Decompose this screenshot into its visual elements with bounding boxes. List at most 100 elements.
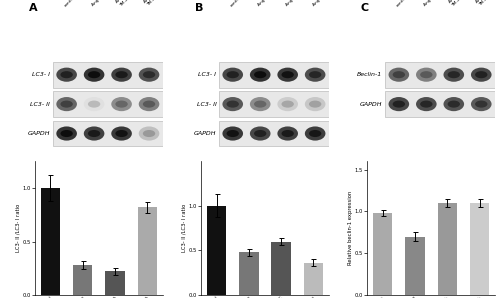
Ellipse shape: [60, 71, 73, 78]
Ellipse shape: [60, 130, 73, 137]
Ellipse shape: [84, 126, 104, 141]
Ellipse shape: [278, 97, 298, 111]
Ellipse shape: [309, 100, 322, 108]
Ellipse shape: [254, 71, 266, 78]
Bar: [219, 121, 329, 146]
Text: control: control: [396, 0, 409, 7]
Text: control: control: [230, 0, 243, 7]
Bar: [73, 265, 92, 295]
Ellipse shape: [254, 130, 266, 137]
Ellipse shape: [444, 68, 464, 82]
Ellipse shape: [84, 68, 104, 82]
Ellipse shape: [471, 97, 492, 111]
Ellipse shape: [222, 97, 243, 111]
Ellipse shape: [309, 130, 322, 137]
Text: LC3- II: LC3- II: [30, 102, 50, 107]
Bar: [470, 203, 489, 295]
Ellipse shape: [254, 100, 266, 108]
Bar: [53, 121, 163, 146]
Text: GAPDH: GAPDH: [194, 131, 216, 136]
Bar: [219, 62, 329, 88]
Text: GAPDH: GAPDH: [360, 102, 382, 107]
Ellipse shape: [278, 68, 298, 82]
Ellipse shape: [416, 68, 436, 82]
Text: Ang- II: Ang- II: [92, 0, 104, 7]
Ellipse shape: [475, 71, 488, 78]
Ellipse shape: [226, 71, 239, 78]
Ellipse shape: [448, 100, 460, 108]
Text: Ang- II +si-NC: Ang- II +si-NC: [285, 0, 309, 7]
Bar: [53, 91, 163, 117]
Ellipse shape: [282, 100, 294, 108]
Ellipse shape: [143, 100, 155, 108]
Ellipse shape: [138, 126, 160, 141]
Ellipse shape: [416, 97, 436, 111]
Bar: [138, 207, 157, 295]
Ellipse shape: [282, 71, 294, 78]
Ellipse shape: [305, 68, 326, 82]
Text: Ang- II + Psicheck
TM-2-PPARγ: Ang- II + Psicheck TM-2-PPARγ: [475, 0, 500, 7]
Bar: [406, 237, 424, 295]
Ellipse shape: [56, 97, 77, 111]
Text: Ang- II: Ang- II: [424, 0, 436, 7]
Text: Ang- II + Psicheck
TM-2 vector: Ang- II + Psicheck TM-2 vector: [448, 0, 482, 7]
Ellipse shape: [138, 97, 160, 111]
Bar: [106, 271, 124, 295]
Bar: [304, 263, 323, 295]
Y-axis label: LC3- II /LC3- I ratio: LC3- II /LC3- I ratio: [16, 204, 20, 252]
Text: Ang- II: Ang- II: [258, 0, 270, 7]
Ellipse shape: [116, 130, 128, 137]
Bar: [272, 242, 291, 295]
Ellipse shape: [282, 130, 294, 137]
Ellipse shape: [112, 126, 132, 141]
Text: LC3- II: LC3- II: [196, 102, 216, 107]
Ellipse shape: [56, 68, 77, 82]
Text: Beclin-1: Beclin-1: [358, 72, 382, 77]
Text: A: A: [28, 3, 37, 13]
Y-axis label: LC3- II /LC3- I ratio: LC3- II /LC3- I ratio: [182, 204, 186, 252]
Ellipse shape: [222, 126, 243, 141]
Text: LC3- I: LC3- I: [198, 72, 216, 77]
Ellipse shape: [392, 100, 405, 108]
Ellipse shape: [84, 97, 104, 111]
Text: Ang- II + si-PPARγ: Ang- II + si-PPARγ: [312, 0, 343, 7]
Bar: [373, 213, 392, 295]
Ellipse shape: [388, 68, 409, 82]
Bar: [239, 252, 258, 295]
Ellipse shape: [420, 100, 432, 108]
Ellipse shape: [475, 100, 488, 108]
Bar: [385, 62, 495, 88]
Ellipse shape: [88, 71, 101, 78]
Ellipse shape: [112, 68, 132, 82]
Ellipse shape: [226, 130, 239, 137]
Ellipse shape: [305, 97, 326, 111]
Ellipse shape: [116, 71, 128, 78]
Ellipse shape: [116, 100, 128, 108]
Text: GAPDH: GAPDH: [28, 131, 50, 136]
Ellipse shape: [88, 100, 101, 108]
Ellipse shape: [305, 126, 326, 141]
Text: LC3- I: LC3- I: [32, 72, 50, 77]
Ellipse shape: [143, 130, 155, 137]
Ellipse shape: [471, 68, 492, 82]
Ellipse shape: [392, 71, 405, 78]
Ellipse shape: [388, 97, 409, 111]
Text: Ang- II + Psicheck
TM-2-PPARγ: Ang- II + Psicheck TM-2-PPARγ: [143, 0, 177, 7]
Ellipse shape: [138, 68, 160, 82]
Bar: [53, 62, 163, 88]
Ellipse shape: [60, 100, 73, 108]
Ellipse shape: [112, 97, 132, 111]
Ellipse shape: [143, 71, 155, 78]
Ellipse shape: [250, 97, 270, 111]
Bar: [219, 91, 329, 117]
Text: B: B: [194, 3, 203, 13]
Ellipse shape: [444, 97, 464, 111]
Ellipse shape: [250, 126, 270, 141]
Text: C: C: [361, 3, 369, 13]
Ellipse shape: [250, 68, 270, 82]
Bar: [207, 206, 227, 295]
Bar: [385, 91, 495, 117]
Ellipse shape: [278, 126, 298, 141]
Ellipse shape: [420, 71, 432, 78]
Bar: [438, 203, 457, 295]
